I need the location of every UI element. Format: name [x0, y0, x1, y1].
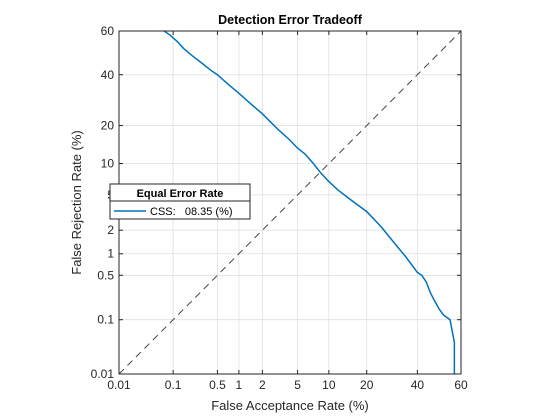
y-tick-label: 0.01	[91, 367, 115, 381]
y-tick-label: 60	[101, 24, 115, 38]
y-tick-label: 40	[101, 68, 115, 82]
legend-title: Equal Error Rate	[137, 188, 224, 200]
x-tick-label: 20	[360, 378, 374, 392]
x-tick-label: 2	[259, 378, 266, 392]
y-axis-label: False Rejection Rate (%)	[69, 130, 84, 275]
x-tick-label: 0.5	[209, 378, 226, 392]
axis-ticks: 0.010.10.5125102040600.010.10.5125102040…	[91, 24, 468, 392]
equal-error-diagonal-line	[118, 30, 462, 375]
x-tick-label: 10	[322, 378, 336, 392]
chart-title: Detection Error Tradeoff	[218, 13, 363, 27]
y-tick-label: 10	[101, 157, 115, 171]
x-tick-label: 5	[294, 378, 301, 392]
series-layer	[118, 30, 462, 375]
x-tick-label: 0.01	[107, 378, 131, 392]
x-tick-label: 1	[236, 378, 243, 392]
det-curve-css	[163, 30, 456, 374]
y-tick-label: 1	[107, 247, 114, 261]
y-tick-label: 20	[101, 119, 115, 133]
legend-entry-css: CSS: 08.35 (%)	[150, 206, 233, 218]
x-tick-label: 60	[454, 378, 468, 392]
y-tick-label: 0.1	[97, 313, 114, 327]
x-tick-label: 40	[411, 378, 425, 392]
x-axis-label: False Acceptance Rate (%)	[211, 398, 369, 413]
x-tick-label: 0.1	[165, 378, 182, 392]
y-tick-label: 0.5	[97, 268, 114, 282]
legend: Equal Error Rate CSS: 08.35 (%)	[109, 183, 251, 220]
y-tick-label: 2	[107, 223, 114, 237]
